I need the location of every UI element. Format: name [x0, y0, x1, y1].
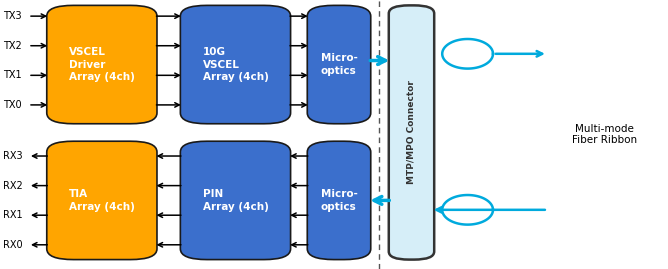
Text: TX1: TX1 [3, 70, 22, 80]
Text: MTP/MPO Connector: MTP/MPO Connector [407, 80, 416, 185]
FancyBboxPatch shape [47, 5, 157, 124]
FancyBboxPatch shape [180, 141, 291, 260]
Text: 10G
VSCEL
Array (4ch): 10G VSCEL Array (4ch) [202, 47, 269, 82]
FancyBboxPatch shape [389, 5, 434, 260]
Text: PIN
Array (4ch): PIN Array (4ch) [202, 189, 269, 212]
Text: TX2: TX2 [3, 41, 22, 51]
Text: Micro-
optics: Micro- optics [321, 189, 357, 212]
Text: RX2: RX2 [3, 180, 23, 191]
Text: RX3: RX3 [3, 151, 23, 161]
Text: TIA
Array (4ch): TIA Array (4ch) [69, 189, 135, 212]
FancyBboxPatch shape [47, 141, 157, 260]
Text: Multi-mode
Fiber Ribbon: Multi-mode Fiber Ribbon [572, 124, 637, 145]
Text: TX0: TX0 [3, 100, 22, 110]
FancyBboxPatch shape [180, 5, 291, 124]
Text: TX3: TX3 [3, 11, 22, 21]
FancyBboxPatch shape [307, 141, 371, 260]
FancyBboxPatch shape [307, 5, 371, 124]
Text: RX1: RX1 [3, 210, 23, 220]
Text: VSCEL
Driver
Array (4ch): VSCEL Driver Array (4ch) [69, 47, 135, 82]
Text: Micro-
optics: Micro- optics [321, 53, 357, 76]
Text: RX0: RX0 [3, 240, 23, 250]
